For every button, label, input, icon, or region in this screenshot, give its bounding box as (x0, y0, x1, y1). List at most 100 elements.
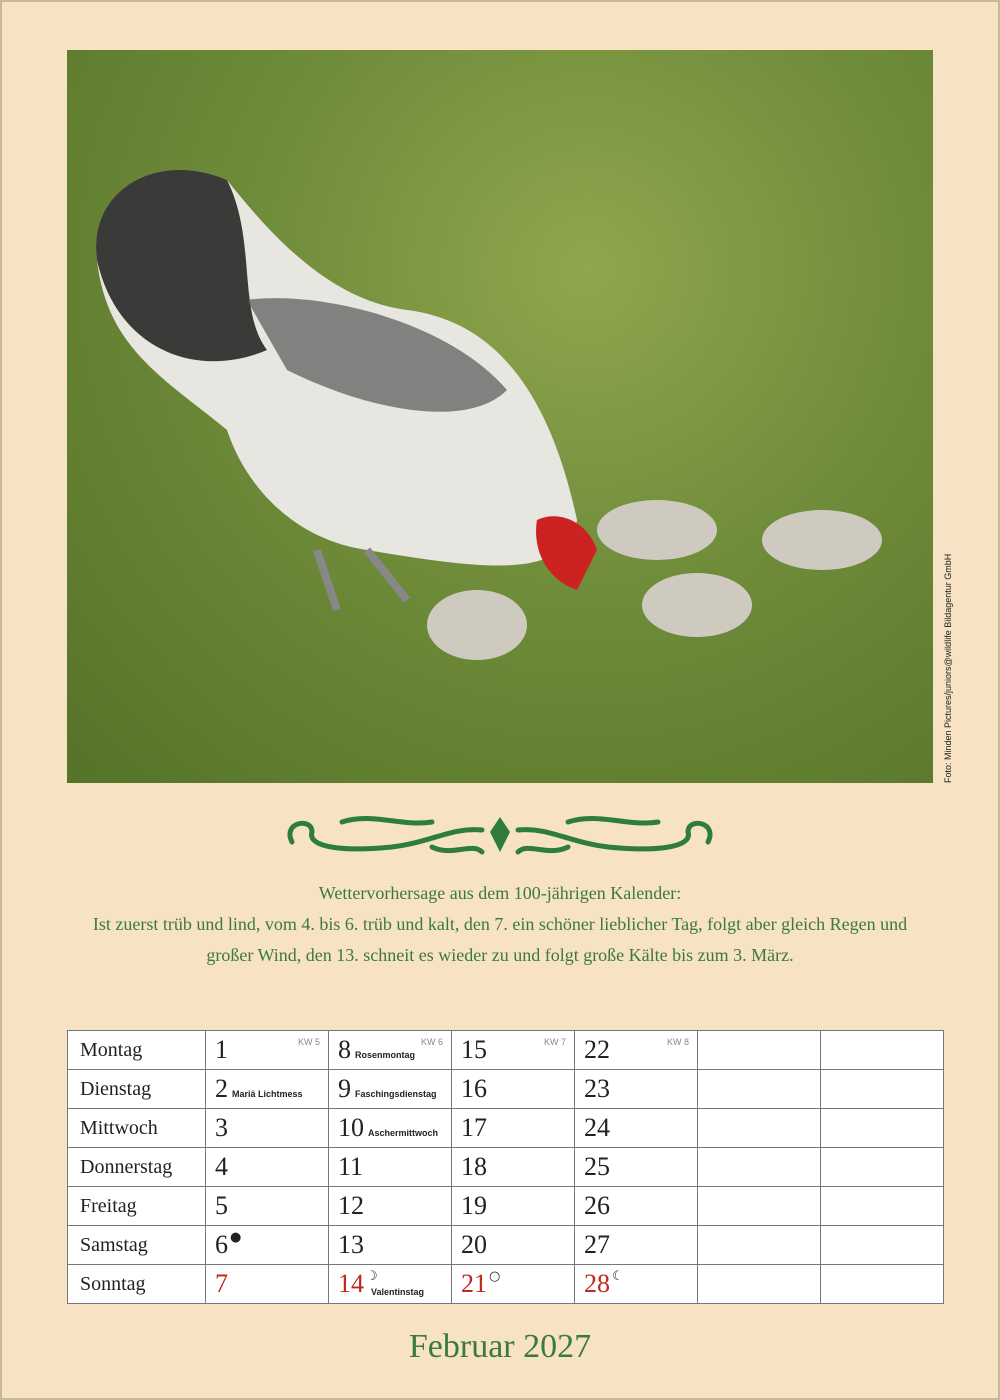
day-cell: 12 (328, 1186, 452, 1226)
weekday-label: Montag (67, 1030, 206, 1070)
day-cell: 23 (574, 1069, 698, 1109)
day-number: 24 (584, 1113, 610, 1142)
day-number: 20 (461, 1230, 487, 1259)
empty-cell (697, 1186, 821, 1226)
weekday-label: Dienstag (67, 1069, 206, 1109)
empty-cell (697, 1030, 821, 1070)
holiday-label: Mariä Lichtmess (232, 1089, 303, 1099)
day-cell: 9 Faschingsdienstag (328, 1069, 452, 1109)
holiday-label: Aschermittwoch (368, 1128, 439, 1138)
calendar-row: Donnerstag 4 11 18 25 (67, 1147, 944, 1187)
calendar-row: Mittwoch 3 10 Aschermittwoch 17 24 (67, 1108, 944, 1148)
empty-cell (820, 1225, 944, 1265)
day-cell: 17 (451, 1108, 575, 1148)
day-number: 7 (215, 1269, 228, 1298)
chicks (427, 500, 882, 660)
ornament-flourish (287, 816, 713, 855)
day-number: 5 (215, 1191, 228, 1220)
empty-cell (697, 1069, 821, 1109)
moon-phase-icon: ☾ (612, 1269, 624, 1284)
day-cell: 18 (451, 1147, 575, 1187)
day-number: 17 (461, 1113, 487, 1142)
day-cell: 3 (205, 1108, 329, 1148)
day-number: 25 (584, 1152, 610, 1181)
week-number: KW 6 (420, 1037, 443, 1047)
photo-credit: Foto: Minden Pictures/juniors@wildlife B… (943, 553, 953, 783)
day-cell: 27 (574, 1225, 698, 1265)
empty-cell (820, 1030, 944, 1070)
week-number: KW 7 (543, 1037, 566, 1047)
holiday-label: Faschingsdienstag (355, 1089, 437, 1099)
weekday-label: Freitag (67, 1186, 206, 1226)
moon-phase-icon: ● (230, 1230, 242, 1245)
calendar-row: Dienstag 2 Mariä Lichtmess 9 Faschingsdienst… (67, 1069, 944, 1109)
empty-cell (697, 1264, 821, 1304)
day-number: 2 (215, 1074, 228, 1103)
day-cell: 25 (574, 1147, 698, 1187)
day-number: 26 (584, 1191, 610, 1220)
day-number: 22 (584, 1035, 610, 1064)
day-cell: 21 ○ (451, 1264, 575, 1304)
weekday-label: Sonntag (67, 1264, 206, 1304)
forecast-line-2: großer Wind, den 13. schneit es wieder z… (206, 945, 794, 965)
forecast-line-1: Ist zuerst trüb und lind, vom 4. bis 6. … (92, 914, 908, 934)
day-number: 10 (338, 1113, 364, 1142)
empty-cell (820, 1069, 944, 1109)
day-number: 12 (338, 1191, 364, 1220)
day-number: 9 (338, 1074, 351, 1103)
hen (96, 169, 597, 612)
holiday-label: Rosenmontag (355, 1050, 416, 1060)
day-cell: 5 (205, 1186, 329, 1226)
empty-cell (697, 1147, 821, 1187)
calendar-row: Freitag 5 12 19 26 (67, 1186, 944, 1226)
day-cell: 7 (205, 1264, 329, 1304)
empty-cell (697, 1108, 821, 1148)
calendar-row: Sonntag 7 14 ☽ Valentinstag 21 ○ 28 ☾ (67, 1264, 944, 1304)
forecast-title: Wettervorhersage aus dem 100-jährigen Ka… (318, 883, 682, 903)
day-cell: 6 ● (205, 1225, 329, 1265)
calendar-grid: Montag 1 KW 5 8 Rosenmontag KW 6 15 KW 7 22 KW 8 D… (67, 1030, 944, 1304)
day-cell: 13 (328, 1225, 452, 1265)
day-cell: 14 ☽ Valentinstag (328, 1264, 452, 1304)
day-number: 1 (215, 1035, 228, 1064)
day-cell: 15 KW 7 (451, 1030, 575, 1070)
day-cell: 2 Mariä Lichtmess (205, 1069, 329, 1109)
day-number: 14 (338, 1269, 364, 1298)
day-cell: 28 ☾ (574, 1264, 698, 1304)
holiday-label: Valentinstag (371, 1287, 425, 1297)
calendar-row: Montag 1 KW 5 8 Rosenmontag KW 6 15 KW 7 22 KW 8 (67, 1030, 944, 1070)
moon-phase-icon: ☽ (366, 1269, 378, 1284)
day-number: 6 (215, 1230, 228, 1259)
day-number: 8 (338, 1035, 351, 1064)
month-title: Februar 2027 (408, 1328, 592, 1365)
day-number: 15 (461, 1035, 487, 1064)
weekday-label: Samstag (67, 1225, 206, 1265)
day-cell: 8 Rosenmontag KW 6 (328, 1030, 452, 1070)
day-number: 13 (338, 1230, 364, 1259)
day-cell: 16 (451, 1069, 575, 1109)
empty-cell (820, 1264, 944, 1304)
day-cell: 10 Aschermittwoch (328, 1108, 452, 1148)
day-number: 16 (461, 1074, 487, 1103)
day-cell: 11 (328, 1147, 452, 1187)
week-number: KW 8 (666, 1037, 689, 1047)
day-number: 4 (215, 1152, 228, 1181)
hen-with-chicks-photo (67, 50, 933, 783)
day-number: 11 (338, 1152, 364, 1181)
weather-forecast: Wettervorhersage aus dem 100-jährigen Ka… (60, 878, 940, 971)
empty-cell (820, 1108, 944, 1148)
empty-cell (820, 1186, 944, 1226)
day-number: 21 (461, 1269, 487, 1298)
weekday-label: Donnerstag (67, 1147, 206, 1187)
day-number: 3 (215, 1113, 228, 1142)
day-number: 23 (584, 1074, 610, 1103)
empty-cell (820, 1147, 944, 1187)
day-cell: 24 (574, 1108, 698, 1148)
day-number: 19 (461, 1191, 487, 1220)
empty-cell (697, 1225, 821, 1265)
day-cell: 20 (451, 1225, 575, 1265)
day-number: 27 (584, 1230, 610, 1259)
day-cell: 19 (451, 1186, 575, 1226)
day-number: 28 (584, 1269, 610, 1298)
moon-phase-icon: ○ (489, 1269, 501, 1284)
